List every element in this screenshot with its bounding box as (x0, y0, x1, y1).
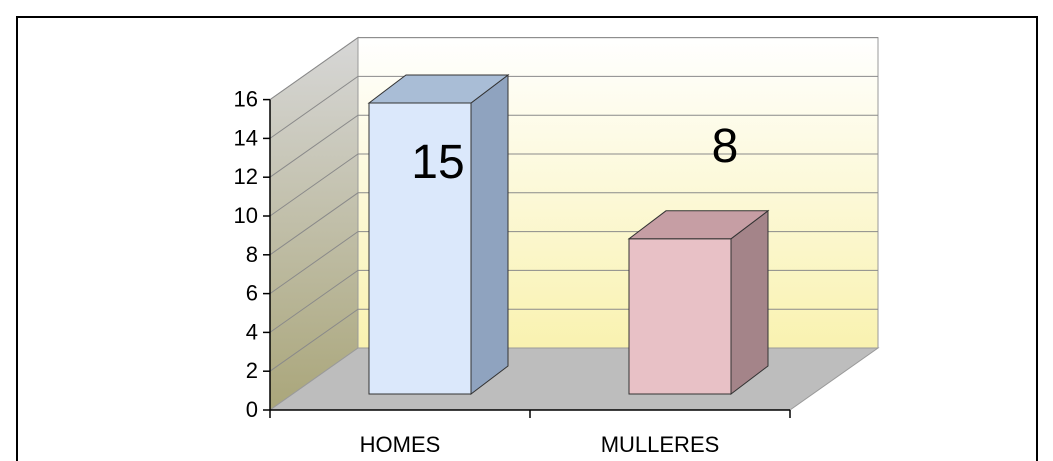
axes: 0 2 4 6 8 10 12 14 16 HOMES MULLERES (234, 87, 791, 457)
y-tick-label: 2 (246, 358, 258, 383)
data-label-homes: 15 (411, 136, 464, 189)
x-tick-label: HOMES (360, 432, 441, 457)
y-tick-label: 14 (234, 125, 258, 150)
bar-side-mulleres (730, 209, 769, 396)
bar-homes (367, 73, 510, 396)
chart-walls (268, 36, 880, 411)
bar-front-mulleres (628, 238, 732, 395)
floor (268, 347, 880, 411)
bar-top-homes (367, 74, 510, 104)
gridline-16 (269, 37, 878, 101)
y-tick-label: 12 (234, 164, 258, 189)
y-tick-label: 6 (246, 281, 258, 306)
y-tick-label: 10 (234, 203, 258, 228)
gridline-8 (269, 192, 878, 256)
y-tick-label: 8 (246, 242, 258, 267)
y-tick-label: 4 (246, 319, 258, 344)
bar-side-homes (470, 73, 509, 396)
data-labels: 15 8 (411, 120, 738, 189)
bar-mulleres (627, 209, 770, 396)
bar-top-mulleres (627, 210, 770, 240)
bars (367, 73, 770, 396)
y-tick-label: 16 (234, 87, 258, 112)
gridline-12 (269, 114, 878, 178)
x-tick-label: MULLERES (601, 432, 720, 457)
gridline-10 (269, 153, 878, 217)
gridline-14 (269, 75, 878, 139)
y-tick-label: 0 (246, 397, 258, 422)
data-label-mulleres: 8 (712, 120, 739, 173)
